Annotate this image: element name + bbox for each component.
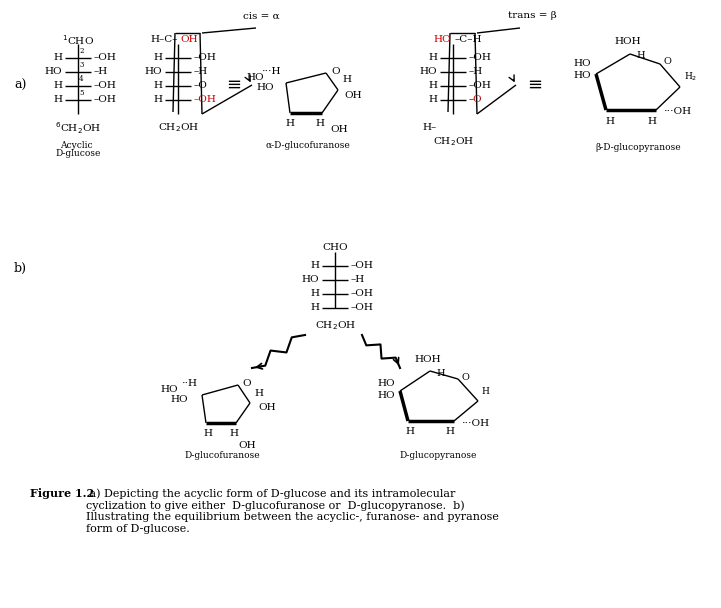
Text: –OH: –OH — [94, 95, 117, 105]
Text: HO: HO — [377, 390, 395, 399]
Text: CH$_2$OH: CH$_2$OH — [314, 320, 355, 333]
Text: H: H — [53, 81, 62, 91]
Text: 4: 4 — [79, 75, 84, 83]
Text: 2: 2 — [79, 47, 84, 55]
Text: D-glucofuranose: D-glucofuranose — [184, 451, 260, 460]
Text: O: O — [331, 66, 340, 75]
Text: H$_2$: H$_2$ — [684, 71, 697, 83]
Text: a) Depicting the acyclic form of D-glucose and its intramolecular
cyclization to: a) Depicting the acyclic form of D-gluco… — [86, 488, 499, 534]
Text: H: H — [647, 117, 657, 126]
Text: –OH: –OH — [194, 95, 217, 105]
Text: D-glucopyranose: D-glucopyranose — [399, 451, 477, 460]
Text: –OH: –OH — [469, 81, 492, 91]
Text: 5: 5 — [79, 89, 84, 97]
Text: HO: HO — [45, 67, 62, 77]
Text: $^6$CH$_2$OH: $^6$CH$_2$OH — [55, 120, 101, 136]
Text: –OH: –OH — [351, 289, 374, 299]
Text: ⋅⋅⋅OH: ⋅⋅⋅OH — [664, 108, 692, 117]
Text: OH: OH — [180, 35, 198, 44]
Text: O: O — [664, 58, 672, 66]
Text: CHO: CHO — [322, 243, 348, 252]
Text: trans = β: trans = β — [508, 12, 557, 21]
Text: H: H — [428, 95, 437, 105]
Text: H: H — [229, 429, 239, 438]
Text: HO: HO — [573, 60, 591, 69]
Text: H: H — [254, 389, 263, 398]
Text: –H: –H — [194, 67, 208, 77]
Text: ⋅⋅⋅OH: ⋅⋅⋅OH — [462, 418, 490, 427]
Text: ≡: ≡ — [226, 76, 242, 94]
Text: HOH: HOH — [415, 354, 441, 364]
Text: HO: HO — [144, 67, 162, 77]
Text: H: H — [428, 81, 437, 91]
Text: H: H — [310, 261, 319, 271]
Text: H: H — [310, 289, 319, 299]
Text: –OH: –OH — [194, 54, 217, 63]
Text: H: H — [53, 95, 62, 105]
Text: OH: OH — [330, 125, 348, 134]
Text: –OH: –OH — [351, 303, 374, 313]
Text: HO: HO — [433, 35, 451, 44]
Text: –OH: –OH — [94, 81, 117, 91]
Text: HO: HO — [420, 67, 437, 77]
Text: O: O — [242, 379, 251, 387]
Text: HO: HO — [247, 72, 264, 81]
Text: H–: H– — [423, 123, 437, 133]
Text: Acyclic: Acyclic — [61, 142, 96, 151]
Text: H: H — [606, 117, 614, 126]
Text: HO: HO — [257, 83, 274, 91]
Text: O: O — [472, 95, 481, 105]
Text: –OH: –OH — [469, 54, 492, 63]
Text: a): a) — [14, 78, 27, 91]
Text: CH$_2$OH: CH$_2$OH — [433, 136, 474, 148]
Text: 3: 3 — [79, 61, 84, 69]
Text: ⋅⋅H: ⋅⋅H — [182, 379, 198, 387]
Text: –C–H: –C–H — [455, 35, 482, 44]
Text: OH: OH — [344, 91, 362, 100]
Text: H: H — [636, 52, 645, 61]
Text: H: H — [446, 426, 454, 435]
Text: D-glucose: D-glucose — [56, 150, 101, 159]
Text: HO: HO — [301, 275, 319, 285]
Text: H: H — [316, 119, 324, 128]
Text: ⋅⋅⋅H: ⋅⋅⋅H — [262, 66, 281, 75]
Text: H: H — [203, 429, 213, 438]
Text: HO: HO — [377, 379, 395, 387]
Text: CH$_2$OH: CH$_2$OH — [157, 122, 198, 134]
Text: H: H — [310, 303, 319, 313]
Text: HOH: HOH — [615, 38, 641, 46]
Text: HO: HO — [170, 395, 188, 404]
Text: H: H — [53, 54, 62, 63]
Text: –OH: –OH — [351, 261, 374, 271]
Text: H: H — [481, 387, 489, 395]
Text: H: H — [436, 368, 445, 378]
Text: –H: –H — [94, 67, 108, 77]
Text: H–C–: H–C– — [151, 35, 178, 44]
Text: H: H — [153, 54, 162, 63]
Text: ≡: ≡ — [528, 76, 543, 94]
Text: HO: HO — [573, 72, 591, 80]
Text: α-D-glucofuranose: α-D-glucofuranose — [265, 140, 350, 150]
Text: b): b) — [14, 261, 27, 274]
Text: H: H — [342, 75, 351, 85]
Text: –H: –H — [351, 275, 366, 285]
Text: H: H — [153, 95, 162, 105]
Text: HO: HO — [160, 384, 178, 393]
Text: cis = α: cis = α — [243, 12, 280, 21]
Text: OH: OH — [238, 441, 256, 449]
Text: H: H — [405, 426, 415, 435]
Text: H: H — [428, 54, 437, 63]
Text: H: H — [286, 119, 294, 128]
Text: –: – — [469, 95, 474, 105]
Text: O: O — [461, 373, 469, 381]
Text: β-D-glucopyranose: β-D-glucopyranose — [596, 142, 681, 151]
Text: OH: OH — [258, 404, 275, 412]
Text: –OH: –OH — [94, 54, 117, 63]
Text: H: H — [153, 81, 162, 91]
Text: –O: –O — [194, 81, 208, 91]
Text: Figure 1.2: Figure 1.2 — [30, 488, 94, 499]
Text: $^1$CHO: $^1$CHO — [62, 33, 94, 47]
Text: –H: –H — [469, 67, 483, 77]
